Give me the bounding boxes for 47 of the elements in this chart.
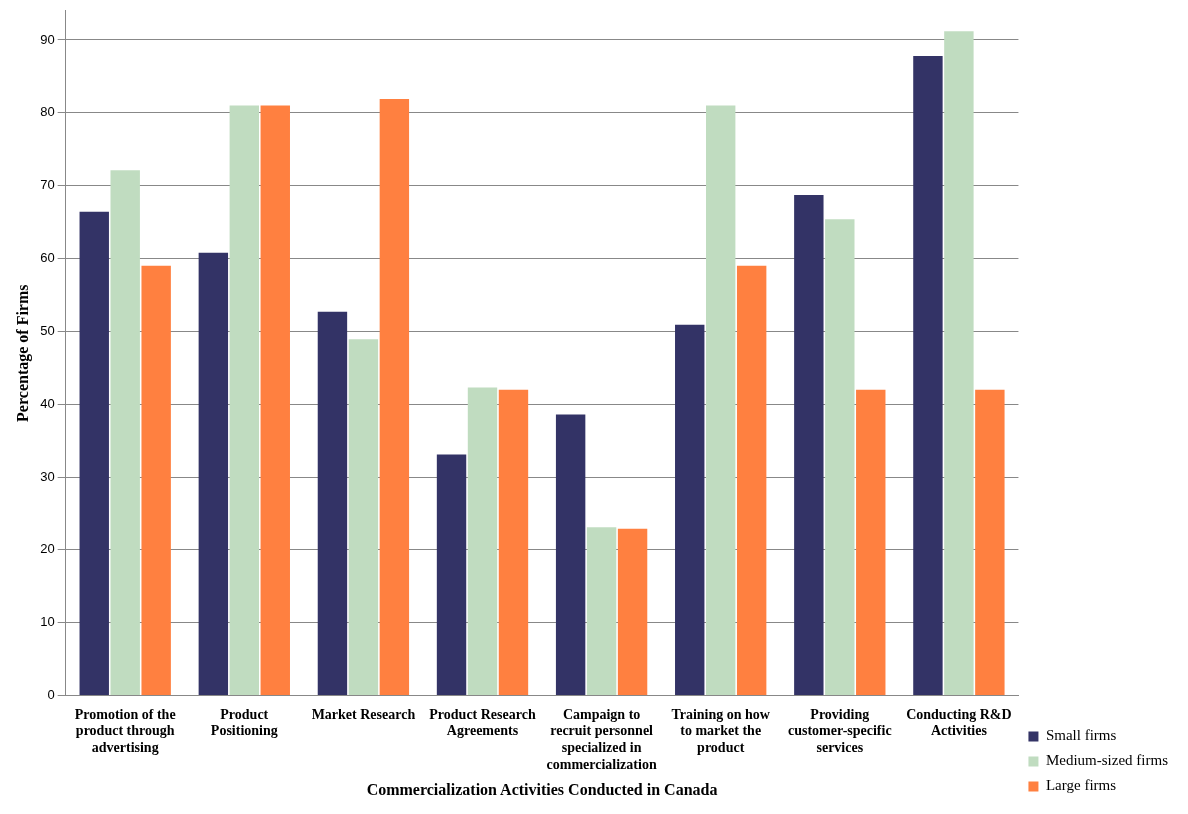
x-tick-label: Campaign to recruit personnel specialized in commercialization [546,706,657,773]
bar [260,105,290,696]
bar [229,105,260,696]
y-tick-label: 70 [40,177,55,193]
legend-label: Medium-sized firms [1045,752,1169,769]
bar [794,195,824,696]
y-tick-label: 60 [40,250,55,266]
y-tick-label: 0 [47,687,55,703]
y-tick-label: 90 [40,31,55,47]
bar [736,265,767,696]
bar [856,389,886,696]
bar [110,170,140,696]
y-tick-label: 80 [40,104,55,120]
y-tick-label: 50 [40,322,55,338]
bar [675,324,705,696]
y-axis-title: Percentage of Firms [13,284,32,422]
x-tick-label: Providing customer-specific services [787,706,892,756]
bar [944,31,974,696]
y-tick-label: 10 [40,614,55,630]
x-tick-label: Promotion of the product through advertising [74,706,176,756]
x-tick-label: Conducting R&D Activities [906,706,1012,739]
bar [555,414,586,696]
x-tick-label: Product Positioning [210,706,278,739]
bar [198,252,229,696]
bar [467,387,498,696]
bar [79,211,109,696]
bar [975,389,1005,696]
x-tick-label: Market Research [311,706,416,722]
x-tick-label: Product Research Agreements [429,706,536,739]
bar [825,219,855,696]
bar [379,98,410,696]
bar [348,339,379,696]
bar [913,55,943,696]
y-tick-label: 20 [40,541,55,557]
bar [436,454,467,696]
bar [586,527,617,696]
y-tick-label: 30 [40,468,55,484]
bar [317,311,348,696]
bar [498,389,529,696]
legend-label: Small firms [1045,727,1117,744]
legend-label: Large firms [1045,777,1117,794]
bar [617,528,648,696]
x-tick-label: Training on how to market the product [671,706,771,756]
y-tick-label: 40 [40,395,55,411]
x-axis-title: Commercialization Activities Conducted in Canada [366,780,718,798]
bar [705,105,736,696]
bar [141,265,171,696]
